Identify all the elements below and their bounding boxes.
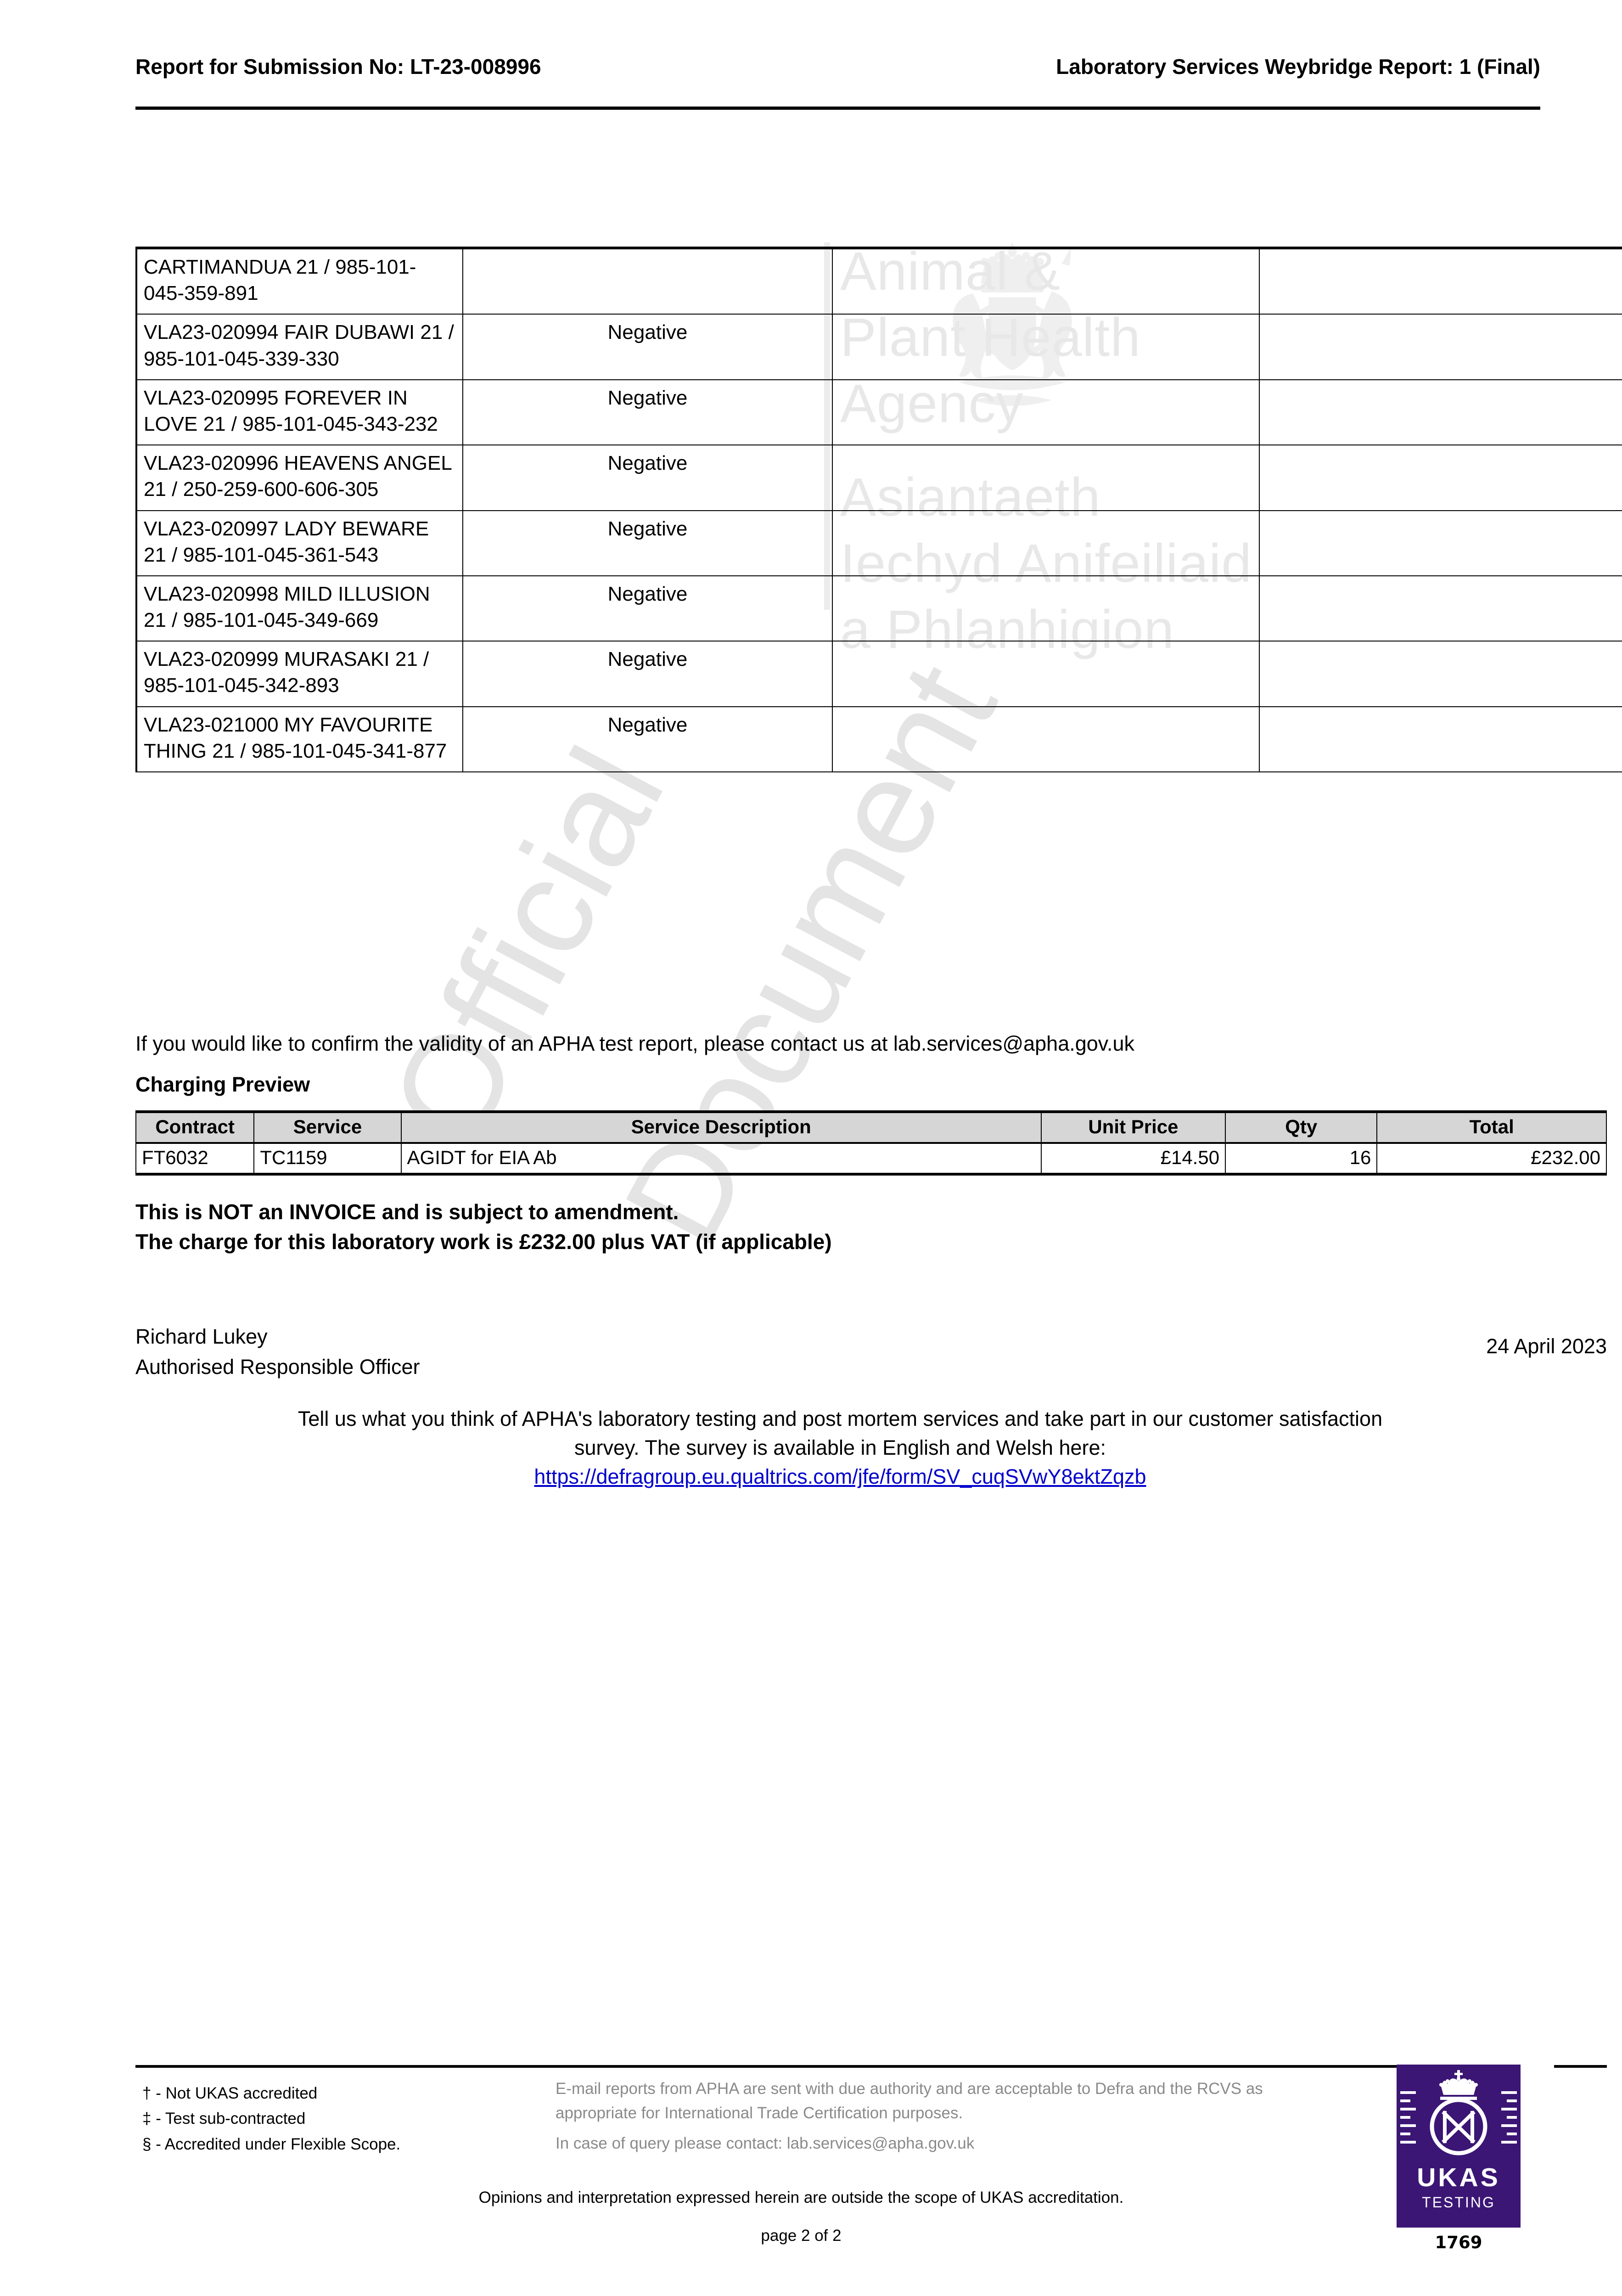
cell-result: Negative — [462, 314, 833, 380]
footer-rule-left — [135, 2065, 1458, 2068]
header-rule — [135, 107, 1540, 110]
cell-column-3 — [832, 314, 1260, 380]
notice-line-2: The charge for this laboratory work is £… — [135, 1230, 832, 1254]
survey-block: Tell us what you think of APHA's laborat… — [135, 1404, 1545, 1491]
charging-header-row: Contract Service Service Description Uni… — [135, 1110, 1607, 1144]
results-table-row: VLA23-020994 FAIR DUBAWI 21 / 985-101-04… — [135, 314, 1622, 380]
results-table-body: CARTIMANDUA 21 / 985-101-045-359-891 VLA2… — [135, 246, 1622, 773]
footer-email-note: E-mail reports from APHA are sent with d… — [556, 2077, 1308, 2156]
results-table-row: VLA23-020996 HEAVENS ANGEL 21 / 250-259-… — [135, 445, 1622, 511]
cell-column-4 — [1259, 246, 1622, 315]
ukas-wordmark: UKAS — [1417, 2163, 1500, 2192]
cell-sample-id: VLA23-021000 MY FAVOURITE THING 21 / 985… — [135, 706, 463, 773]
ukas-crown-mark-icon — [1400, 2070, 1517, 2155]
cell-result: Negative — [462, 510, 833, 576]
cell-column-3 — [832, 246, 1260, 315]
ukas-testing-label: TESTING — [1422, 2194, 1495, 2211]
cell-column-3 — [832, 706, 1260, 773]
survey-line-1: Tell us what you think of APHA's laborat… — [297, 1407, 1383, 1430]
cell-total: £232.00 — [1376, 1142, 1607, 1176]
document-header: Report for Submission No: LT-23-008996 L… — [135, 54, 1540, 79]
cell-column-4 — [1259, 314, 1622, 380]
charging-table-head: Contract Service Service Description Uni… — [135, 1110, 1607, 1144]
cell-column-4 — [1259, 510, 1622, 576]
footnote-legend: † - Not UKAS accredited ‡ - Test sub-con… — [142, 2081, 400, 2157]
email-authority-note: E-mail reports from APHA are sent with d… — [556, 2080, 1263, 2122]
footnote-sub-contracted: ‡ - Test sub-contracted — [142, 2110, 306, 2128]
opinions-disclaimer: Opinions and interpretation expressed he… — [478, 2189, 1124, 2206]
cell-sample-id: VLA23-020999 MURASAKI 21 / 985-101-045-3… — [135, 641, 463, 707]
validity-note: If you would like to confirm the validit… — [135, 1032, 1134, 1055]
ukas-accreditation-number: 1769 — [1435, 2233, 1482, 2252]
cell-sample-id: VLA23-020994 FAIR DUBAWI 21 / 985-101-04… — [135, 314, 463, 380]
cell-service: TC1159 — [253, 1142, 402, 1176]
cell-result — [462, 246, 833, 315]
officer-role: Authorised Responsible Officer — [135, 1355, 420, 1379]
cell-result: Negative — [462, 706, 833, 773]
charging-preview-table: Contract Service Service Description Uni… — [135, 1110, 1607, 1176]
cell-contract: FT6032 — [135, 1142, 255, 1176]
submission-number-label: Report for Submission No: LT-23-008996 — [135, 55, 541, 79]
cell-sample-id: VLA23-020998 MILD ILLUSION 21 / 985-101-… — [135, 575, 463, 642]
th-total: Total — [1376, 1110, 1607, 1144]
cell-sample-id: VLA23-020996 HEAVENS ANGEL 21 / 250-259-… — [135, 445, 463, 511]
cell-result: Negative — [462, 445, 833, 511]
results-table: CARTIMANDUA 21 / 985-101-045-359-891 VLA2… — [135, 246, 1622, 773]
report-title-label: Laboratory Services Weybridge Report: 1 … — [1056, 55, 1540, 79]
cell-column-3 — [832, 379, 1260, 446]
report-date: 24 April 2023 — [1486, 1334, 1607, 1358]
invoice-notice: This is NOT an INVOICE and is subject to… — [135, 1197, 832, 1257]
footnote-not-ukas: † - Not UKAS accredited — [142, 2084, 318, 2102]
cell-column-3 — [832, 641, 1260, 707]
signature-block: Richard Lukey Authorised Responsible Off… — [135, 1322, 420, 1382]
cell-column-4 — [1259, 641, 1622, 707]
cell-sample-id: VLA23-020997 LADY BEWARE 21 / 985-101-04… — [135, 510, 463, 576]
th-unit-price: Unit Price — [1040, 1110, 1226, 1144]
footer-rule-right — [1554, 2065, 1607, 2068]
cell-column-4 — [1259, 445, 1622, 511]
cell-column-4 — [1259, 379, 1622, 446]
results-table-row: VLA23-020997 LADY BEWARE 21 / 985-101-04… — [135, 510, 1622, 576]
charging-table-body: FT6032 TC1159 AGIDT for EIA Ab £14.50 16 £232… — [135, 1142, 1607, 1176]
cell-service-description: AGIDT for EIA Ab — [400, 1142, 1042, 1176]
results-table-row: VLA23-020998 MILD ILLUSION 21 / 985-101-… — [135, 575, 1622, 642]
footnote-flexible-scope: § - Accredited under Flexible Scope. — [142, 2135, 401, 2153]
results-table-row: CARTIMANDUA 21 / 985-101-045-359-891 — [135, 246, 1622, 315]
results-table-row: VLA23-021000 MY FAVOURITE THING 21 / 985… — [135, 706, 1622, 773]
cell-column-4 — [1259, 575, 1622, 642]
th-qty: Qty — [1225, 1110, 1378, 1144]
th-contract: Contract — [135, 1110, 255, 1144]
results-table-row: VLA23-020999 MURASAKI 21 / 985-101-045-3… — [135, 641, 1622, 707]
official-watermark-text: Official — [360, 724, 693, 1167]
survey-link[interactable]: https://defragroup.eu.qualtrics.com/jfe/… — [534, 1465, 1146, 1488]
query-contact-note: In case of query please contact: lab.ser… — [556, 2134, 975, 2152]
cell-result: Negative — [462, 379, 833, 446]
cell-result: Negative — [462, 575, 833, 642]
cell-unit-price: £14.50 — [1040, 1142, 1226, 1176]
results-table-row: VLA23-020995 FOREVER IN LOVE 21 / 985-10… — [135, 379, 1622, 446]
cell-sample-id: VLA23-020995 FOREVER IN LOVE 21 / 985-10… — [135, 379, 463, 446]
page-number: page 2 of 2 — [761, 2227, 842, 2245]
charging-table-row: FT6032 TC1159 AGIDT for EIA Ab £14.50 16 £232… — [135, 1142, 1607, 1176]
th-service: Service — [253, 1110, 402, 1144]
notice-line-1: This is NOT an INVOICE and is subject to… — [135, 1200, 679, 1224]
ukas-logo: UKAS TESTING — [1397, 2065, 1521, 2228]
cell-column-3 — [832, 445, 1260, 511]
cell-column-3 — [832, 510, 1260, 576]
cell-qty: 16 — [1225, 1142, 1378, 1176]
cell-column-4 — [1259, 706, 1622, 773]
cell-column-3 — [832, 575, 1260, 642]
charging-preview-title: Charging Preview — [135, 1073, 310, 1096]
survey-line-2: survey. The survey is available in Engli… — [574, 1436, 1106, 1459]
officer-name: Richard Lukey — [135, 1325, 268, 1348]
cell-result: Negative — [462, 641, 833, 707]
cell-sample-id: CARTIMANDUA 21 / 985-101-045-359-891 — [135, 246, 463, 315]
th-service-description: Service Description — [400, 1110, 1042, 1144]
